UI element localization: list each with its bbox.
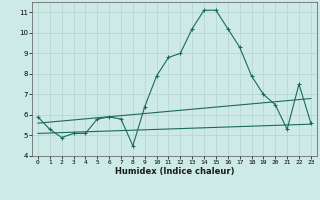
X-axis label: Humidex (Indice chaleur): Humidex (Indice chaleur) <box>115 167 234 176</box>
